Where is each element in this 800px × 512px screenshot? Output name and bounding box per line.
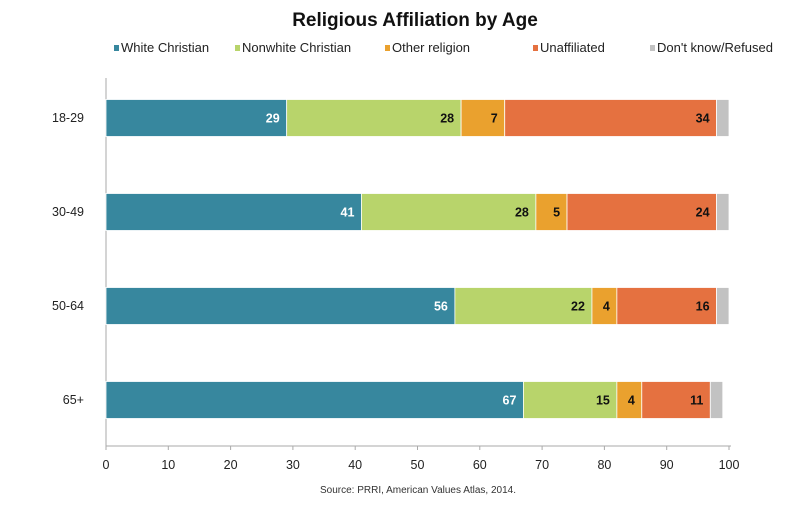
data-label: 4 (603, 300, 610, 314)
category-label: 50-64 (52, 299, 84, 313)
x-tick-label: 50 (411, 458, 425, 472)
legend-item: Nonwhite Christian (235, 40, 351, 55)
legend-swatch (114, 45, 119, 51)
bar-segment (566, 193, 717, 231)
data-label: 15 (596, 394, 610, 408)
bar-segment (709, 381, 724, 419)
legend-item: Unaffiliated (533, 40, 605, 55)
legend-swatch (533, 45, 538, 51)
bar-segment (535, 193, 568, 231)
bar-segment (454, 287, 593, 325)
data-label: 22 (571, 300, 585, 314)
x-tick-label: 60 (473, 458, 487, 472)
bar-segment (591, 287, 618, 325)
x-tick-label: 20 (224, 458, 238, 472)
bar-segment (716, 287, 730, 325)
x-tick-label: 90 (660, 458, 674, 472)
bar-segment (460, 99, 506, 137)
legend-label: Other religion (392, 40, 470, 55)
bar-segment (616, 287, 717, 325)
bars (105, 99, 730, 419)
bar-segment (641, 381, 711, 419)
legend: White Christian Nonwhite Christian Other r… (114, 40, 773, 55)
bar-segment (105, 99, 288, 137)
category-label: 65+ (63, 393, 84, 407)
category-label: 18-29 (52, 111, 84, 125)
data-label: 16 (696, 300, 710, 314)
legend-swatch (650, 45, 655, 51)
chart-title: Religious Affiliation by Age (292, 10, 538, 31)
bar-segment (105, 381, 524, 419)
legend-swatch (235, 45, 240, 51)
bar-segment (504, 99, 717, 137)
data-label: 11 (690, 394, 703, 408)
legend-label: Don't know/Refused (657, 40, 773, 55)
data-label: 5 (553, 206, 560, 220)
data-label: 4 (628, 394, 635, 408)
bar-segment (523, 381, 618, 419)
x-tick-label: 80 (597, 458, 611, 472)
data-label: 56 (434, 300, 448, 314)
bar-segment (286, 99, 462, 137)
legend-item: Don't know/Refused (650, 40, 773, 55)
axes: 0 10 20 30 40 50 60 70 80 90 100 18-29 30-49 50-64 65+ (52, 78, 739, 472)
data-label: 67 (503, 394, 517, 408)
x-tick-label: 100 (719, 458, 740, 472)
data-labels: 29 28 7 34 41 28 5 24 56 22 4 16 67 15 4 11 (266, 112, 710, 408)
x-tick-label: 30 (286, 458, 300, 472)
data-label: 28 (515, 206, 529, 220)
x-tick-label: 70 (535, 458, 549, 472)
bar-segment (716, 99, 730, 137)
bar-segment (105, 287, 456, 325)
legend-swatch (385, 45, 390, 51)
legend-item: Other religion (385, 40, 470, 55)
data-label: 29 (266, 112, 280, 126)
legend-item: White Christian (114, 40, 209, 55)
bar-segment (716, 193, 730, 231)
bar-segment (105, 193, 362, 231)
legend-label: Nonwhite Christian (242, 40, 351, 55)
legend-label: White Christian (121, 40, 209, 55)
category-label: 30-49 (52, 205, 84, 219)
data-label: 24 (696, 206, 710, 220)
x-tick-label: 0 (103, 458, 110, 472)
data-label: 34 (696, 112, 710, 126)
x-tick-label: 10 (161, 458, 175, 472)
bar-segment (361, 193, 537, 231)
source-note: Source: PRRI, American Values Atlas, 201… (320, 485, 516, 496)
data-label: 7 (491, 112, 498, 126)
data-label: 41 (341, 206, 355, 220)
x-tick-label: 40 (348, 458, 362, 472)
legend-label: Unaffiliated (540, 40, 605, 55)
data-label: 28 (440, 112, 454, 126)
